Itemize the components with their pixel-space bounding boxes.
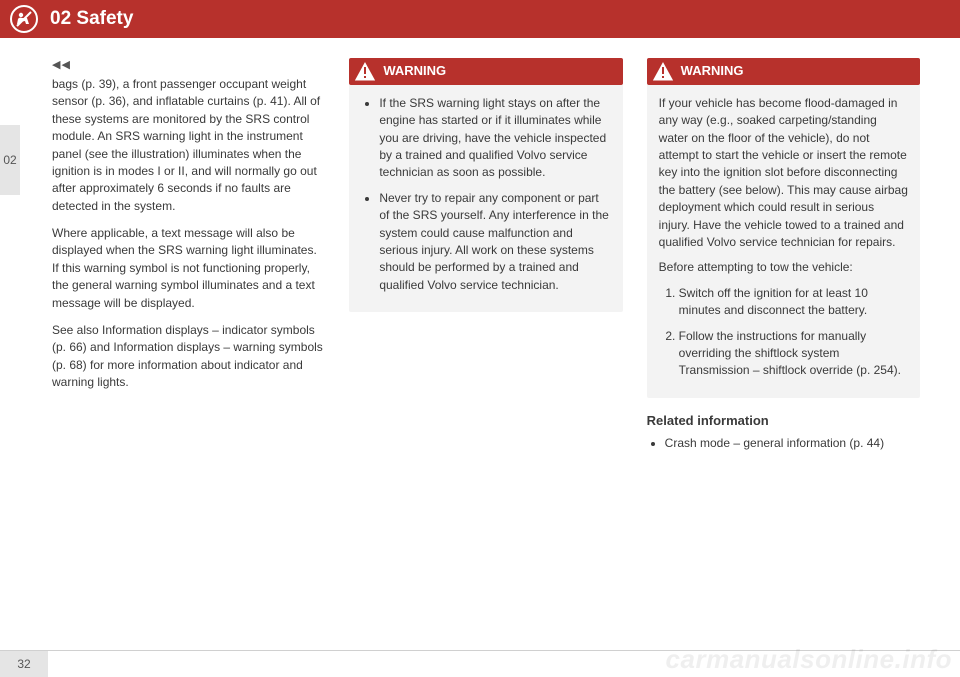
warning-box: WARNING If the SRS warning light stays o… [349,58,622,312]
warning-body: If the SRS warning light stays on after … [349,85,622,312]
page-content: ◀◀ bags (p. 39), a front passenger occup… [0,38,960,452]
warning-header: WARNING [647,58,920,85]
warning-step: Switch off the ignition for at least 10 … [679,285,908,320]
column-3: WARNING If your vehicle has become flood… [647,58,920,452]
warning-bullet: Never try to repair any component or par… [379,190,610,294]
warning-box: WARNING If your vehicle has become flood… [647,58,920,398]
column-2: WARNING If the SRS warning light stays o… [349,58,622,452]
body-text: See also Information displays – indicato… [52,322,325,392]
chapter-tab: 02 [0,125,20,195]
warning-text: Before attempting to tow the vehicle: [659,259,908,276]
related-info-heading: Related information [647,412,920,431]
warning-body: If your vehicle has become flood-damaged… [647,85,920,398]
watermark: carmanualsonline.info [666,644,952,675]
related-info-list: Crash mode – general information (p. 44) [647,435,920,452]
warning-label: WARNING [383,63,446,78]
chapter-title: 02 Safety [50,8,133,30]
body-text: Where applicable, a text message will al… [52,225,325,312]
related-item: Crash mode – general information (p. 44) [665,435,920,452]
continued-marker: ◀◀ [52,58,325,74]
warning-bullet: If the SRS warning light stays on after … [379,95,610,182]
no-child-seat-icon [10,5,38,33]
warning-header: WARNING [349,58,622,85]
column-1: ◀◀ bags (p. 39), a front passenger occup… [52,58,325,452]
warning-label: WARNING [681,63,744,78]
warning-triangle-icon [651,60,675,82]
page-number: 32 [0,651,48,677]
body-text: bags (p. 39), a front passenger occupant… [52,76,325,215]
warning-text: If your vehicle has become flood-damaged… [659,95,908,252]
page-header: 02 Safety [0,0,960,38]
warning-step: Follow the instructions for manually ove… [679,328,908,380]
warning-triangle-icon [353,60,377,82]
